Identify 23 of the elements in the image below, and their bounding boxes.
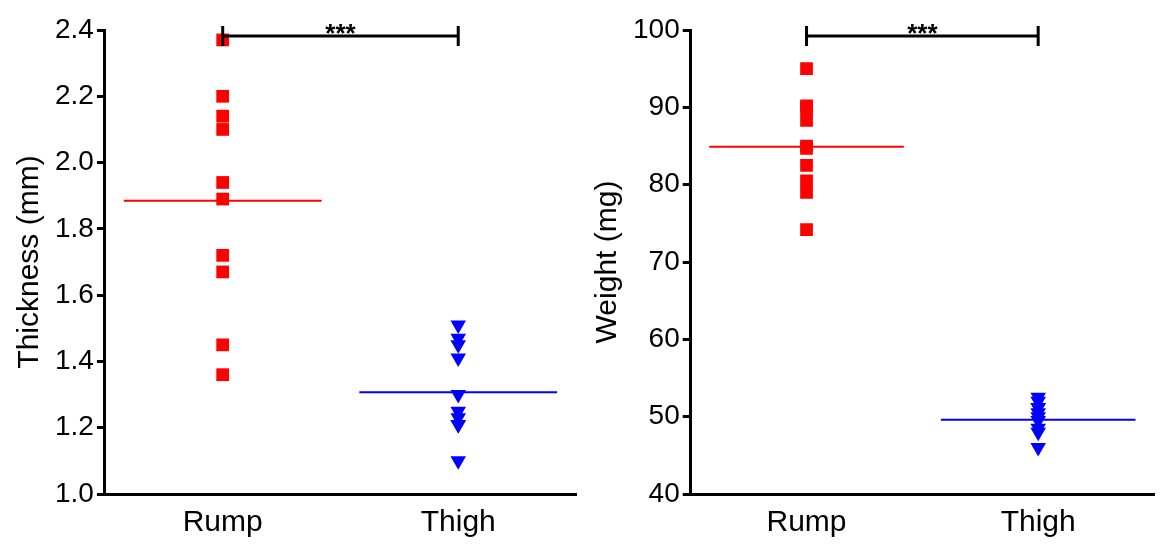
y-tick-label: 2.4 bbox=[54, 12, 94, 44]
annotation: *** bbox=[325, 18, 357, 49]
y-tick-label: 2.2 bbox=[54, 79, 94, 110]
x-tick-label: Thigh bbox=[1000, 504, 1076, 538]
y-tick-label: 1.2 bbox=[54, 410, 94, 442]
x-tick-label: Rump bbox=[766, 504, 847, 538]
y-tick-label: 90 bbox=[648, 90, 680, 122]
y-tick-label: 40 bbox=[648, 476, 680, 508]
y-tick-label: 1.6 bbox=[54, 277, 94, 309]
y-tick-label: 50 bbox=[648, 399, 680, 431]
y-tick-label: 80 bbox=[648, 167, 680, 199]
y-tick-label: 1.0 bbox=[54, 476, 94, 508]
y-tick-label: 1.8 bbox=[54, 211, 94, 243]
y-axis-title: Weight (mg) bbox=[589, 180, 623, 344]
y-tick-label: 60 bbox=[648, 322, 680, 354]
y-tick-label: 100 bbox=[633, 12, 680, 44]
annotation: *** bbox=[907, 18, 939, 49]
y-tick-label: 2.0 bbox=[54, 145, 94, 177]
y-tick-label: 70 bbox=[648, 244, 680, 276]
x-tick-label: Rump bbox=[182, 504, 263, 538]
y-axis-title: Thickness (mm) bbox=[11, 155, 45, 369]
x-tick-label: Thigh bbox=[420, 504, 496, 538]
y-tick-label: 1.4 bbox=[54, 344, 94, 376]
